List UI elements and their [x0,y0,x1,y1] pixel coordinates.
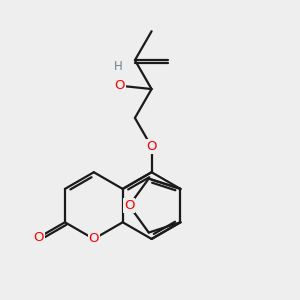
Text: O: O [124,199,134,212]
Text: O: O [88,232,99,245]
Text: O: O [115,79,125,92]
Text: H: H [114,59,123,73]
Text: O: O [33,231,44,244]
Text: O: O [146,140,157,153]
